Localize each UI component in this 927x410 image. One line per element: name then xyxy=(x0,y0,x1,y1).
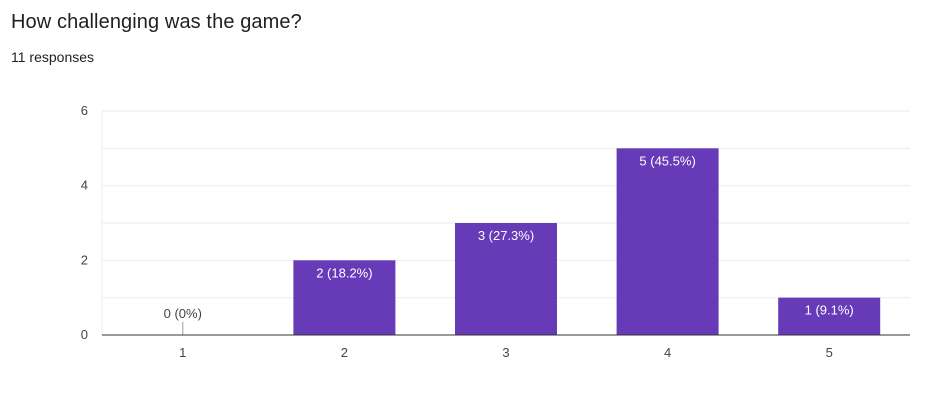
x-tick-label: 4 xyxy=(664,345,671,360)
x-tick-label: 5 xyxy=(826,345,833,360)
bar-data-label: 2 (18.2%) xyxy=(316,265,372,280)
bar-data-label: 3 (27.3%) xyxy=(478,228,534,243)
bar xyxy=(616,148,719,335)
bar xyxy=(293,260,396,335)
y-tick-label: 0 xyxy=(81,327,88,342)
question-title: How challenging was the game? xyxy=(11,11,302,33)
y-tick-label: 2 xyxy=(81,252,88,267)
response-count: 11 responses xyxy=(11,49,95,65)
x-tick-label: 1 xyxy=(179,345,186,360)
y-tick-label: 6 xyxy=(81,103,88,118)
bar-data-label: 1 (9.1%) xyxy=(805,303,854,318)
x-tick-label: 2 xyxy=(341,345,348,360)
bar xyxy=(778,297,881,335)
bar xyxy=(455,223,557,335)
y-tick-label: 4 xyxy=(81,178,88,193)
bar-data-label: 0 (0%) xyxy=(164,306,202,321)
bar-data-label: 5 (45.5%) xyxy=(639,153,695,168)
x-tick-label: 3 xyxy=(502,345,509,360)
